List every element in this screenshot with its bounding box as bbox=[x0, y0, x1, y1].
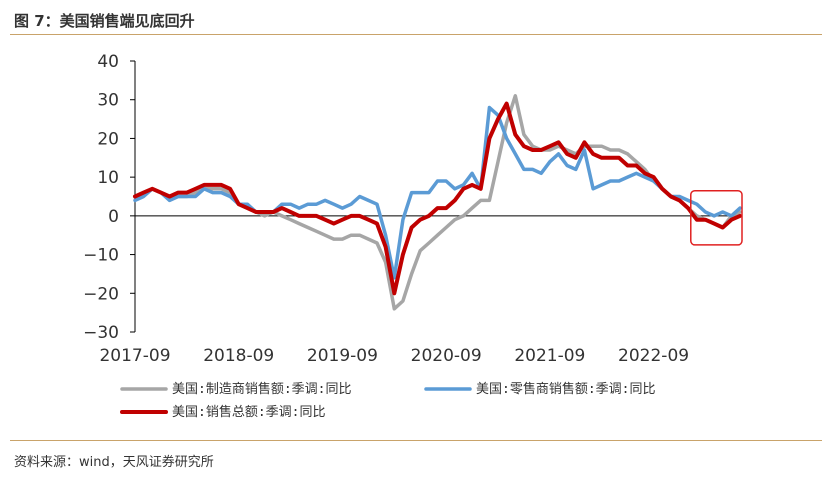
x-tick-label: 2021-09 bbox=[514, 346, 585, 366]
x-tick-label: 2020-09 bbox=[411, 346, 482, 366]
y-tick-label: 40 bbox=[97, 52, 119, 72]
line-chart: −30 −20 −10 0 10 20 30 40 2017-09 2018-09 2019-09 2… bbox=[83, 52, 743, 420]
y-tick-label: −30 bbox=[83, 323, 119, 343]
y-tick-label: 30 bbox=[97, 91, 119, 111]
chart-title: 图 7：美国销售端见底回升 bbox=[14, 12, 195, 30]
legend-label-1: 美国:制造商销售额:季调:同比 bbox=[172, 381, 351, 397]
chart-lines bbox=[133, 94, 742, 311]
x-tick-label: 2017-09 bbox=[99, 346, 170, 366]
y-tick-label: 20 bbox=[97, 129, 119, 149]
legend-label-3: 美国:销售总额:季调:同比 bbox=[172, 404, 325, 420]
x-tick-label: 2019-09 bbox=[307, 346, 378, 366]
series-line-3 bbox=[133, 101, 742, 296]
top-divider bbox=[10, 34, 822, 35]
y-tick-label: −20 bbox=[83, 284, 119, 304]
source-note: 资料来源：wind，天风证券研究所 bbox=[14, 455, 214, 470]
bottom-divider bbox=[10, 440, 822, 441]
series-line-2 bbox=[133, 105, 742, 280]
x-tick-label: 2022-09 bbox=[618, 346, 689, 366]
chart-axes bbox=[130, 60, 740, 333]
legend-label-2: 美国:零售商销售额:季调:同比 bbox=[476, 381, 655, 397]
y-tick-label: 0 bbox=[108, 207, 119, 227]
chart-legend: 美国:制造商销售额:季调:同比 美国:零售商销售额:季调:同比美国:销售总额:季调… bbox=[120, 381, 655, 420]
chart-tick-labels: −30 −20 −10 0 10 20 30 40 2017-09 2018-09 2019-09 2… bbox=[83, 52, 689, 366]
y-tick-label: 10 bbox=[97, 168, 119, 188]
y-tick-label: −10 bbox=[83, 246, 119, 266]
highlight-box bbox=[690, 189, 743, 246]
chart-annotation bbox=[690, 189, 743, 246]
x-tick-label: 2018-09 bbox=[203, 346, 274, 366]
series-line-1 bbox=[133, 94, 742, 311]
